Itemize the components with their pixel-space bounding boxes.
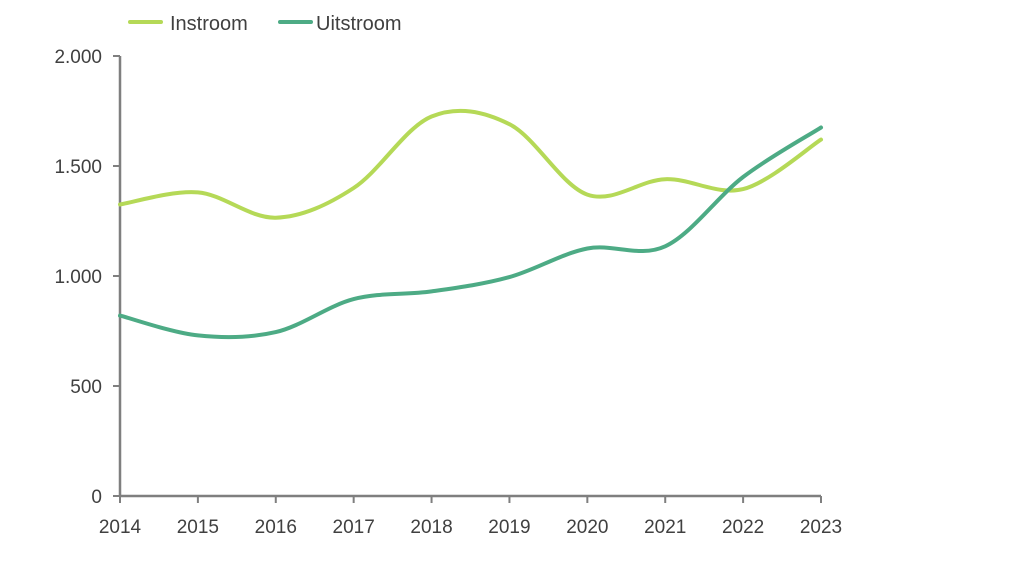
x-tick-label: 2023 xyxy=(800,517,842,538)
y-tick-label: 1.000 xyxy=(54,267,102,288)
x-tick-label: 2020 xyxy=(566,517,608,538)
legend-label-uitstroom: Uitstroom xyxy=(316,13,402,35)
series-line-instroom xyxy=(118,108,823,220)
x-tick-label: 2015 xyxy=(177,517,219,538)
y-axis: 0 500 1.000 1.500 2.000 xyxy=(54,47,122,508)
x-tick-label: 2018 xyxy=(410,517,452,538)
series-line-uitstroom xyxy=(118,125,823,340)
x-tick-label: 2022 xyxy=(722,517,764,538)
x-tick-label: 2021 xyxy=(644,517,686,538)
x-tick-label: 2014 xyxy=(99,517,142,538)
y-tick-label: 2.000 xyxy=(54,47,102,68)
series-group xyxy=(118,108,823,340)
y-tick-label: 0 xyxy=(91,487,102,508)
x-tick-label: 2016 xyxy=(255,517,297,538)
x-tick-label: 2019 xyxy=(488,517,530,538)
x-tick-label: 2017 xyxy=(333,517,375,538)
y-tick-label: 500 xyxy=(70,377,102,398)
x-axis: 2014 2015 2016 2017 2018 2019 2020 2021 2022 2023 xyxy=(99,494,842,538)
y-tick-label: 1.500 xyxy=(54,157,102,178)
legend-label-instroom: Instroom xyxy=(170,13,248,35)
legend: Instroom Uitstroom xyxy=(128,13,402,35)
